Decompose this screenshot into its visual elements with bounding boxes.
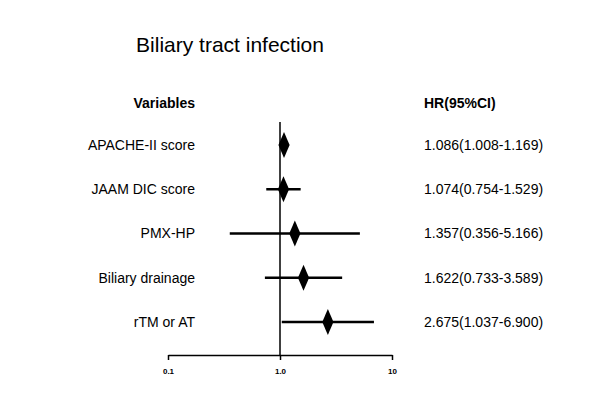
row-label: Biliary drainage	[99, 270, 196, 286]
tick-mark	[392, 355, 394, 360]
tick-label: 0.1	[163, 367, 175, 376]
chart: Biliary tract infection Variables HR(95%CI…	[0, 0, 591, 407]
point-estimate	[278, 176, 289, 202]
value-labels: 1.086(1.008-1.169) 1.074(0.754-1.529) 1.35…	[424, 137, 543, 330]
x-axis: 0.1 1.0 10	[163, 355, 398, 376]
label-header: Variables	[134, 95, 196, 111]
row-label: APACHE-II score	[88, 137, 195, 153]
value-label: 2.675(1.037-6.900)	[424, 314, 543, 330]
point-estimate	[289, 220, 300, 246]
value-label: 1.357(0.356-5.166)	[424, 225, 543, 241]
tick-mark	[168, 355, 170, 360]
value-header: HR(95%CI)	[424, 95, 496, 111]
value-label: 1.086(1.008-1.169)	[424, 137, 543, 153]
point-estimate	[278, 132, 289, 158]
tick-label: 1.0	[275, 367, 287, 376]
title: Biliary tract infection	[136, 33, 324, 56]
tick: 10	[388, 355, 397, 376]
value-label: 1.074(0.754-1.529)	[424, 181, 543, 197]
row-labels: APACHE-II score JAAM DIC score PMX-HP Bilia…	[88, 137, 196, 330]
tick-label: 10	[388, 367, 397, 376]
tick: 0.1	[163, 355, 175, 376]
point-estimate	[298, 265, 309, 291]
plot-area	[230, 122, 374, 355]
row-label: rTM or AT	[134, 314, 196, 330]
point-estimate	[322, 309, 333, 335]
tick-mark	[280, 355, 282, 360]
row-label: JAAM DIC score	[92, 181, 196, 197]
reference-line	[279, 122, 281, 355]
tick: 1.0	[275, 355, 287, 376]
value-label: 1.622(0.733-3.589)	[424, 270, 543, 286]
row-label: PMX-HP	[141, 225, 195, 241]
